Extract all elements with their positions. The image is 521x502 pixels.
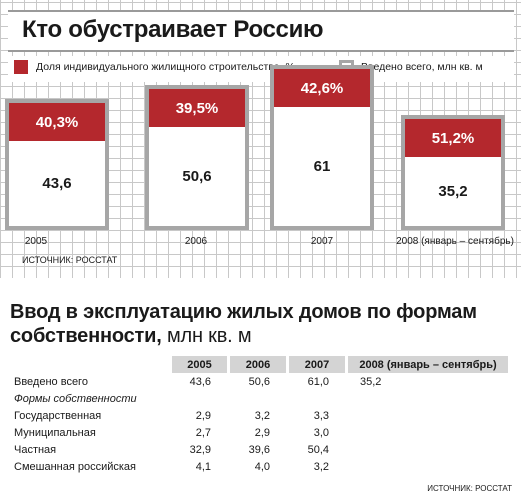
legend-swatch-share bbox=[14, 60, 28, 74]
x-tick-label: 2006 bbox=[184, 236, 208, 247]
table-cell: 3,0 bbox=[313, 426, 329, 439]
legend-label-share: Доля индивидуального жилищного строитель… bbox=[36, 61, 295, 73]
row-label: Муниципальная bbox=[14, 426, 96, 439]
x-tick-label: 2007 bbox=[310, 236, 334, 247]
table-cell: 43,6 bbox=[189, 375, 211, 388]
table-cell bbox=[348, 458, 508, 475]
col-header: 2006 bbox=[230, 356, 286, 373]
chart-area: Кто обустраивает Россию Доля индивидуаль… bbox=[0, 0, 521, 278]
table-title-unit: млн кв. м bbox=[166, 325, 252, 347]
chart-title: Кто обустраивает Россию bbox=[22, 16, 324, 43]
table-row: Государственная 2,9 3,2 3,3 bbox=[10, 407, 508, 424]
table-cell: 39,6 bbox=[248, 443, 270, 456]
bar-total-segment: 61 bbox=[274, 107, 370, 226]
table-cell bbox=[172, 390, 227, 407]
col-header: 2005 bbox=[172, 356, 227, 373]
x-tick-label: 2008 (январь – сентябрь) bbox=[396, 236, 514, 247]
table-row: Формы собственности bbox=[10, 390, 508, 407]
table-cell: 35,2 bbox=[360, 375, 382, 388]
bar-share-segment: 40,3% bbox=[9, 103, 105, 141]
row-label: Введено всего bbox=[14, 375, 88, 388]
table-cell: 2,7 bbox=[195, 426, 211, 439]
bar-total-segment: 50,6 bbox=[149, 127, 245, 226]
bar-share-segment: 39,5% bbox=[149, 89, 245, 127]
bar-share-segment: 42,6% bbox=[274, 69, 370, 107]
bar-total-segment: 35,2 bbox=[405, 157, 501, 226]
col-header: 2007 bbox=[289, 356, 345, 373]
table-cell: 61,0 bbox=[307, 375, 329, 388]
col-header: 2008 (январь – сентябрь) bbox=[348, 356, 508, 373]
table-cell: 32,9 bbox=[189, 443, 211, 456]
data-table: 2005 2006 2007 2008 (январь – сентябрь) … bbox=[10, 356, 508, 475]
table-cell bbox=[289, 390, 345, 407]
table-cell: 50,6 bbox=[248, 375, 270, 388]
row-label: Государственная bbox=[14, 409, 102, 422]
divider bbox=[0, 278, 521, 284]
table-cell: 2,9 bbox=[195, 409, 211, 422]
table-title-text: Ввод в эксплуатацию жилых домов по форма… bbox=[10, 301, 477, 347]
table-cell: 3,2 bbox=[254, 409, 270, 422]
table-cell: 2,9 bbox=[254, 426, 270, 439]
bar-share-segment: 51,2% bbox=[405, 119, 501, 157]
table-cell bbox=[230, 390, 286, 407]
table-row: Муниципальная 2,7 2,9 3,0 bbox=[10, 424, 508, 441]
row-label: Частная bbox=[14, 443, 57, 456]
table-cell bbox=[348, 407, 508, 424]
table-cell: 4,1 bbox=[195, 460, 211, 473]
chart-title-box: Кто обустраивает Россию bbox=[8, 10, 514, 52]
chart-source: ИСТОЧНИК: РОССТАТ bbox=[22, 255, 118, 265]
table-cell bbox=[348, 441, 508, 458]
table-source: ИСТОЧНИК: РОССТАТ bbox=[427, 484, 512, 493]
x-tick-label: 2005 bbox=[24, 236, 48, 247]
row-label: Формы собственности bbox=[14, 392, 137, 405]
table-cell bbox=[348, 424, 508, 441]
table-title: Ввод в эксплуатацию жилых домов по форма… bbox=[10, 300, 515, 348]
table-row: Частная 32,9 39,6 50,4 bbox=[10, 441, 508, 458]
legend-label-total: Введено всего, млн кв. м bbox=[361, 61, 483, 73]
legend: Доля индивидуального жилищного строитель… bbox=[8, 56, 514, 82]
table-cell: 3,3 bbox=[313, 409, 329, 422]
bar-total-segment: 43,6 bbox=[9, 141, 105, 226]
table-cell bbox=[348, 390, 508, 407]
table-header-row: 2005 2006 2007 2008 (январь – сентябрь) bbox=[10, 356, 508, 373]
table-cell: 3,2 bbox=[313, 460, 329, 473]
table-row: Смешанная российская 4,1 4,0 3,2 bbox=[10, 458, 508, 475]
table-cell: 4,0 bbox=[254, 460, 270, 473]
table-cell: 50,4 bbox=[307, 443, 329, 456]
row-label: Смешанная российская bbox=[14, 460, 136, 473]
table-row: Введено всего 43,6 50,6 61,0 35,2 bbox=[10, 373, 508, 390]
